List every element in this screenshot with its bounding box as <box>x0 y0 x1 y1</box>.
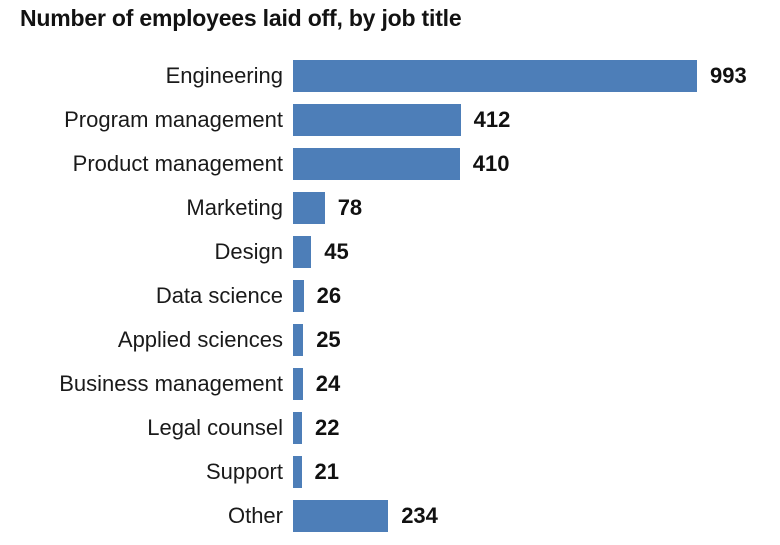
chart-row: Business management 24 <box>0 362 780 406</box>
bar <box>293 324 304 356</box>
category-label: Data science <box>155 283 283 308</box>
bar <box>293 60 697 92</box>
value-label: 993 <box>710 63 747 88</box>
value-label: 410 <box>472 151 510 176</box>
chart-row: Other 234 <box>0 494 780 538</box>
category-label: Other <box>227 503 283 528</box>
chart-row: Program management 412 <box>0 98 780 142</box>
bar <box>293 192 325 224</box>
value-label: 78 <box>337 195 363 220</box>
value-label: 45 <box>324 239 349 264</box>
category-label: Marketing <box>186 195 283 220</box>
value-label: 21 <box>314 459 339 484</box>
chart-title: Number of employees laid off, by job tit… <box>20 5 462 31</box>
chart-row: Design 45 <box>0 230 780 274</box>
chart-row: Support 21 <box>0 450 780 494</box>
chart-row: Marketing 78 <box>0 186 780 230</box>
chart-row: Data science 26 <box>0 274 780 318</box>
chart-row: Product management 410 <box>0 142 780 186</box>
bar <box>293 456 302 488</box>
category-label: Product management <box>72 151 283 176</box>
category-label: Legal counsel <box>147 415 283 440</box>
value-label: 26 <box>316 283 342 308</box>
category-label: Program management <box>64 107 283 132</box>
category-label: Applied sciences <box>117 327 283 352</box>
bar <box>293 368 303 400</box>
chart-row: Engineering 993 <box>0 54 780 98</box>
value-label: 22 <box>315 415 340 440</box>
chart-row: Applied sciences 25 <box>0 318 780 362</box>
bar <box>293 500 389 532</box>
chart-row: Legal counsel 22 <box>0 406 780 450</box>
value-label: 25 <box>316 327 341 352</box>
value-label: 412 <box>473 107 511 132</box>
category-label: Support <box>205 459 283 484</box>
category-label: Design <box>214 239 283 264</box>
bar <box>293 236 312 268</box>
bar <box>293 412 302 444</box>
bar <box>293 280 304 312</box>
category-label: Business management <box>59 371 283 396</box>
bar <box>293 148 460 180</box>
value-label: 24 <box>315 371 341 396</box>
value-label: 234 <box>401 503 438 528</box>
category-label: Engineering <box>165 63 283 88</box>
chart-rows: Engineering 993 Program management 412 Produ… <box>0 54 780 538</box>
bar <box>293 104 461 136</box>
